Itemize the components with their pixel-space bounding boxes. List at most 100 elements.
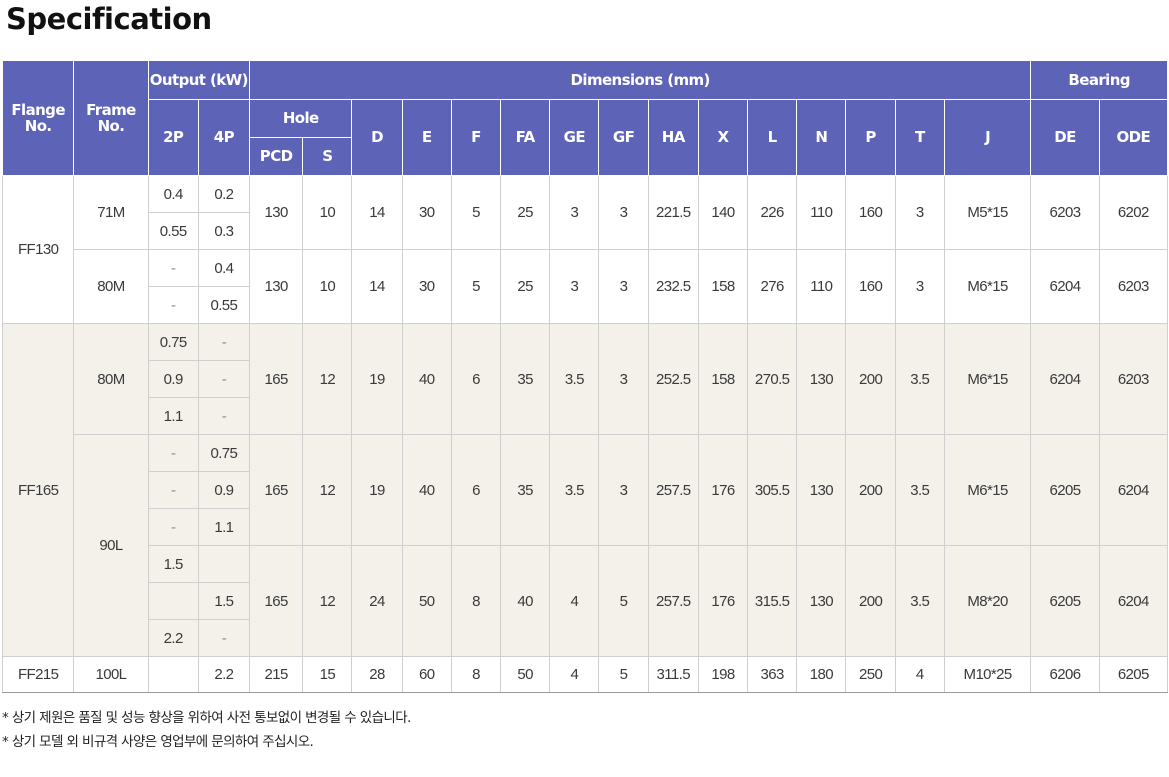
header-dim-f: F bbox=[450, 99, 502, 176]
header-output: Output (kW) bbox=[147, 60, 251, 100]
dim-fa-cell: 25 bbox=[500, 175, 551, 250]
output-4p-cell: - bbox=[197, 619, 251, 657]
output-2p-cell: - bbox=[147, 508, 199, 546]
table-row: FF215 100L 2.2 215 15 28 60 8 50 4 5 311.5 198 363 180… bbox=[1, 656, 1169, 693]
dim-e-cell: 30 bbox=[401, 249, 452, 324]
note-line: * 상기 제원은 품질 및 성능 향상을 위하여 사전 통보없이 변경될 수 있… bbox=[2, 710, 411, 726]
table-row: FF165 80M 0.75-165 12 19 40 6 35 3.5 3 252.5 158 270… bbox=[1, 323, 1169, 657]
dim-gf-cell: 5 bbox=[598, 656, 649, 693]
s-cell: 15 bbox=[302, 656, 353, 693]
frame-cell: 100L bbox=[73, 656, 149, 693]
output-2p-cell: 0.75 bbox=[147, 323, 199, 361]
dim-n-cell: 110 bbox=[796, 249, 847, 324]
dim-ha-cell: 252.5 bbox=[647, 323, 699, 435]
dim-x-cell: 176 bbox=[697, 434, 749, 546]
dim-t-cell: 4 bbox=[894, 656, 945, 693]
dim-gf-cell: 3 bbox=[598, 434, 649, 546]
output-4p-cell: 2.2 bbox=[197, 656, 251, 693]
bearing-ode-cell: 6205 bbox=[1098, 656, 1169, 693]
pcd-cell: 130 bbox=[249, 249, 304, 324]
dim-ge-cell: 4 bbox=[549, 545, 600, 657]
frame-cell: 71M bbox=[73, 175, 149, 250]
bearing-de-cell: 6205 bbox=[1030, 545, 1100, 657]
header-4p: 4P bbox=[197, 99, 251, 176]
dim-ha-cell: 232.5 bbox=[647, 249, 699, 324]
header-bearing: Bearing bbox=[1030, 60, 1168, 100]
header-de: DE bbox=[1030, 99, 1100, 176]
header-dim-e: E bbox=[401, 99, 452, 176]
flange-cell: FF165 bbox=[1, 323, 75, 657]
dim-n-cell: 130 bbox=[796, 434, 847, 546]
dim-n-cell: 180 bbox=[796, 656, 847, 693]
output-4p-cell: - bbox=[197, 360, 251, 398]
s-cell: 12 bbox=[302, 545, 353, 657]
header-dim-l: L bbox=[747, 99, 798, 176]
frame-cell: 90L bbox=[73, 434, 149, 657]
dim-f-cell: 5 bbox=[450, 175, 502, 250]
dim-p-cell: 250 bbox=[845, 656, 896, 693]
table-row: 0.55 0.3 bbox=[3, 212, 1168, 250]
dim-x-cell: 158 bbox=[697, 323, 749, 435]
dim-ge-cell: 3 bbox=[549, 175, 600, 250]
frame-cell: 80M bbox=[73, 323, 149, 435]
header-dim-x: X bbox=[697, 99, 749, 176]
dim-l-cell: 276 bbox=[747, 249, 798, 324]
dim-j-cell: M8*20 bbox=[943, 545, 1032, 657]
dim-x-cell: 158 bbox=[697, 249, 749, 324]
output-2p-cell bbox=[147, 656, 199, 693]
output-2p-cell: 0.4 bbox=[147, 175, 199, 213]
dim-fa-cell: 35 bbox=[500, 323, 551, 435]
dim-gf-cell: 3 bbox=[598, 323, 649, 435]
spec-table-body: FF130 71M 0.4 0.2 130 10 14 30 5 25 3 3 221.5 140 226 1… bbox=[1, 175, 1169, 693]
output-2p-cell: 1.5 bbox=[147, 545, 199, 583]
pcd-cell: 130 bbox=[249, 175, 304, 250]
dim-l-cell: 363 bbox=[747, 656, 798, 693]
output-4p-cell: 1.5 bbox=[197, 582, 251, 620]
dim-x-cell: 176 bbox=[697, 545, 749, 657]
bearing-de-cell: 6205 bbox=[1030, 434, 1100, 546]
header-2p: 2P bbox=[147, 99, 199, 176]
output-4p-cell: 0.75 bbox=[197, 434, 251, 472]
table-row: FF130 71M 0.4 0.2 130 10 14 30 5 25 3 3 221.5 140 226 1… bbox=[1, 175, 1169, 324]
dim-l-cell: 226 bbox=[747, 175, 798, 250]
dim-t-cell: 3.5 bbox=[894, 434, 945, 546]
flange-cell: FF130 bbox=[1, 175, 75, 324]
dim-p-cell: 160 bbox=[845, 175, 896, 250]
dim-ge-cell: 3 bbox=[549, 249, 600, 324]
header-dimensions: Dimensions (mm) bbox=[249, 60, 1032, 100]
dim-j-cell: M5*15 bbox=[943, 175, 1032, 250]
dim-p-cell: 200 bbox=[845, 545, 896, 657]
dim-n-cell: 130 bbox=[796, 545, 847, 657]
dim-f-cell: 6 bbox=[450, 434, 502, 546]
dim-n-cell: 130 bbox=[796, 323, 847, 435]
dim-t-cell: 3.5 bbox=[894, 545, 945, 657]
dim-ge-cell: 3.5 bbox=[549, 434, 600, 546]
output-2p-cell: 0.9 bbox=[147, 360, 199, 398]
output-2p-cell: 1.1 bbox=[147, 397, 199, 435]
table-row: 1.5 bbox=[3, 582, 1168, 620]
bearing-ode-cell: 6203 bbox=[1098, 323, 1169, 435]
output-4p-cell: 0.9 bbox=[197, 471, 251, 509]
dim-d-cell: 28 bbox=[351, 656, 403, 693]
header-dim-fa: FA bbox=[500, 99, 551, 176]
header-dim-ha: HA bbox=[647, 99, 699, 176]
dim-d-cell: 14 bbox=[351, 249, 403, 324]
pcd-cell: 165 bbox=[249, 323, 304, 435]
dim-ha-cell: 257.5 bbox=[647, 434, 699, 546]
dim-t-cell: 3.5 bbox=[894, 323, 945, 435]
pcd-cell: 215 bbox=[249, 656, 304, 693]
output-4p-cell: 0.3 bbox=[197, 212, 251, 250]
table-row: 0.9- bbox=[3, 360, 1168, 398]
dim-ge-cell: 4 bbox=[549, 656, 600, 693]
header-ode: ODE bbox=[1098, 99, 1169, 176]
dim-j-cell: M6*15 bbox=[943, 434, 1032, 546]
table-row: 1.1- bbox=[3, 397, 1168, 435]
table-row: 2.2- bbox=[3, 619, 1168, 657]
dim-p-cell: 160 bbox=[845, 249, 896, 324]
pcd-cell: 165 bbox=[249, 545, 304, 657]
dim-l-cell: 305.5 bbox=[747, 434, 798, 546]
output-2p-cell: 0.55 bbox=[147, 212, 199, 250]
output-4p-cell: - bbox=[197, 397, 251, 435]
output-2p-cell bbox=[147, 582, 199, 620]
dim-e-cell: 50 bbox=[401, 545, 452, 657]
